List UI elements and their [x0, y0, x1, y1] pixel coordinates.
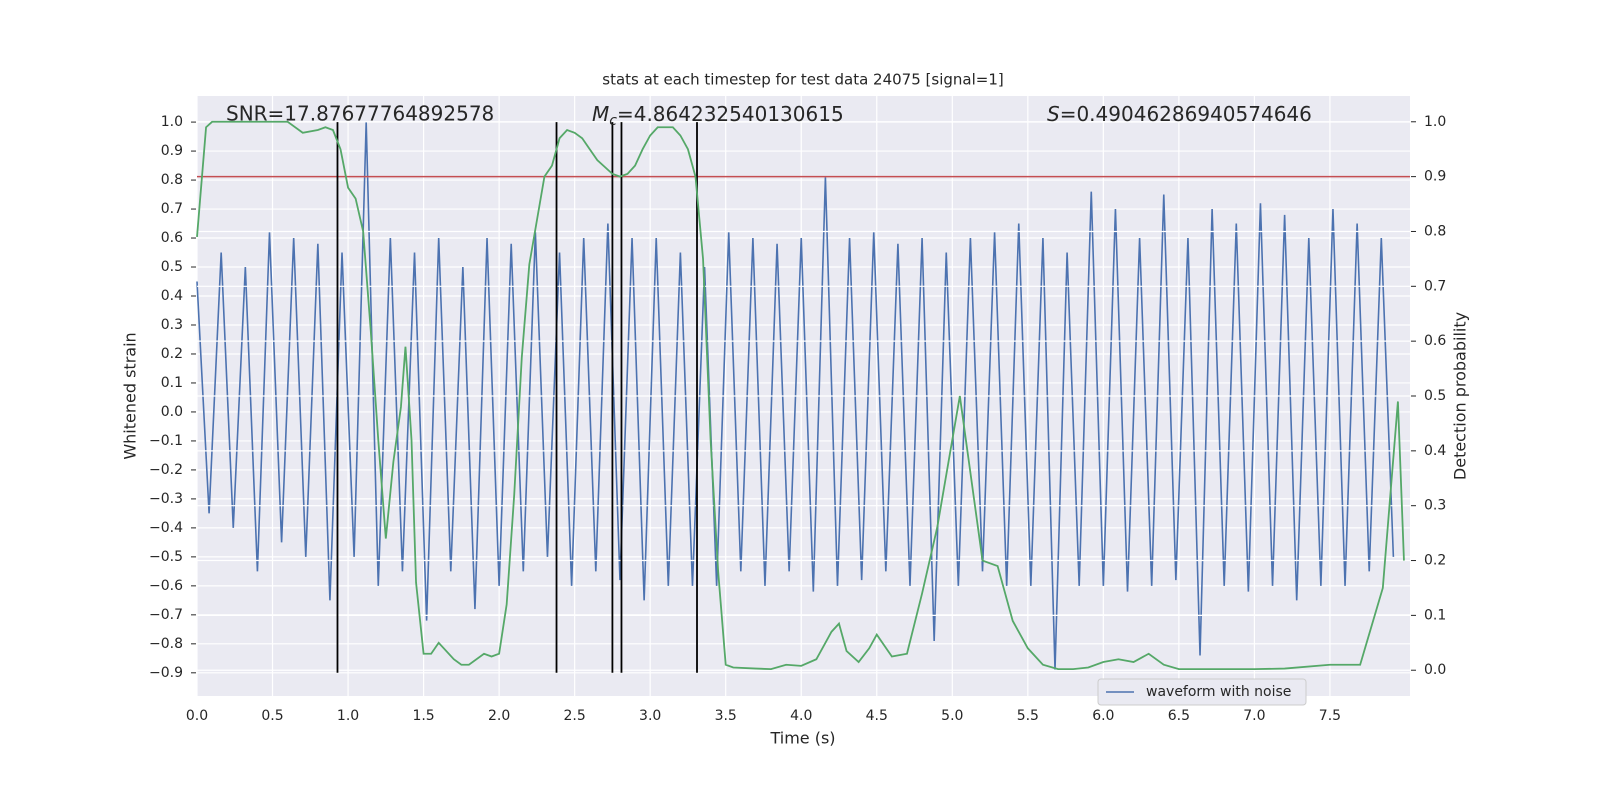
y-tick-label: 0.0	[161, 404, 183, 420]
mc-symbol: M	[592, 102, 609, 126]
snr-annotation: SNR=17.87677764892578	[226, 102, 494, 126]
y-tick-label: −0.9	[149, 665, 183, 681]
y-tick-label: 0.7	[161, 201, 183, 217]
y2-tick-label: 1.0	[1424, 114, 1446, 130]
legend-box	[1097, 678, 1307, 706]
y2-tick-label: 0.5	[1424, 388, 1446, 404]
x-tick-label: 7.5	[1319, 708, 1341, 724]
y-tick-label: −0.5	[149, 549, 183, 565]
y2-tick-label: 0.0	[1424, 662, 1446, 678]
y2-tick-label: 0.8	[1424, 223, 1446, 239]
y2-tick-label: 0.6	[1424, 333, 1446, 349]
y2-tick-label: 0.3	[1424, 498, 1446, 514]
mc-value: =4.864232540130615	[617, 102, 844, 126]
x-tick-label: 3.5	[715, 708, 737, 724]
s-symbol: S	[1047, 102, 1060, 126]
waveform-line	[196, 122, 1395, 670]
y2-axis-label: Detection probability	[1451, 312, 1470, 480]
y2-tick-label: 0.7	[1424, 278, 1446, 294]
s-value: =0.49046286940574646	[1060, 102, 1312, 126]
x-tick-label: 1.0	[337, 708, 359, 724]
y2-tick-label: 0.9	[1424, 169, 1446, 185]
y-tick-label: 0.4	[161, 288, 183, 304]
y-tick-label: 0.5	[161, 259, 183, 275]
x-tick-label: 3.0	[639, 708, 661, 724]
legend: waveform with noise	[1097, 678, 1307, 706]
legend-label: waveform with noise	[1146, 684, 1291, 700]
s-annotation: S=0.49046286940574646	[1047, 102, 1312, 126]
y-tick-label: 1.0	[161, 114, 183, 130]
x-tick-label: 6.0	[1092, 708, 1114, 724]
y2-tick-label: 0.2	[1424, 553, 1446, 569]
y-axis-label: Whitened strain	[121, 332, 140, 459]
y-tick-label: −0.2	[149, 462, 183, 478]
x-tick-label: 4.0	[790, 708, 812, 724]
y-tick-label: −0.3	[149, 491, 183, 507]
y-tick-label: 0.8	[161, 172, 183, 188]
y2-tick-label: 0.1	[1424, 607, 1446, 623]
x-tick-label: 5.5	[1017, 708, 1039, 724]
y-tick-label: 0.2	[161, 346, 183, 362]
chart-title: stats at each timestep for test data 240…	[602, 71, 1003, 89]
y-tick-label: −0.7	[149, 607, 183, 623]
x-tick-label: 0.5	[261, 708, 283, 724]
x-tick-label: 6.5	[1168, 708, 1190, 724]
x-tick-label: 7.0	[1243, 708, 1265, 724]
probability-line	[196, 120, 1405, 671]
y-tick-label: −0.6	[149, 578, 183, 594]
x-tick-label: 2.5	[564, 708, 586, 724]
y-tick-label: 0.3	[161, 317, 183, 333]
x-tick-label: 5.0	[941, 708, 963, 724]
y2-tick-label: 0.4	[1424, 443, 1446, 459]
x-axis-label: Time (s)	[769, 729, 835, 748]
x-tick-label: 4.5	[866, 708, 888, 724]
y-tick-label: 0.1	[161, 375, 183, 391]
y-tick-label: 0.9	[161, 143, 183, 159]
y-tick-label: −0.8	[149, 636, 183, 652]
y-tick-label: −0.1	[149, 433, 183, 449]
x-tick-label: 0.0	[186, 708, 208, 724]
x-tick-label: 1.5	[412, 708, 434, 724]
y-tick-label: −0.4	[149, 520, 183, 536]
mc-annotation: Mc=4.864232540130615	[592, 102, 844, 130]
x-tick-label: 2.0	[488, 708, 510, 724]
y-tick-label: 0.6	[161, 230, 183, 246]
mc-subscript: c	[609, 113, 617, 129]
